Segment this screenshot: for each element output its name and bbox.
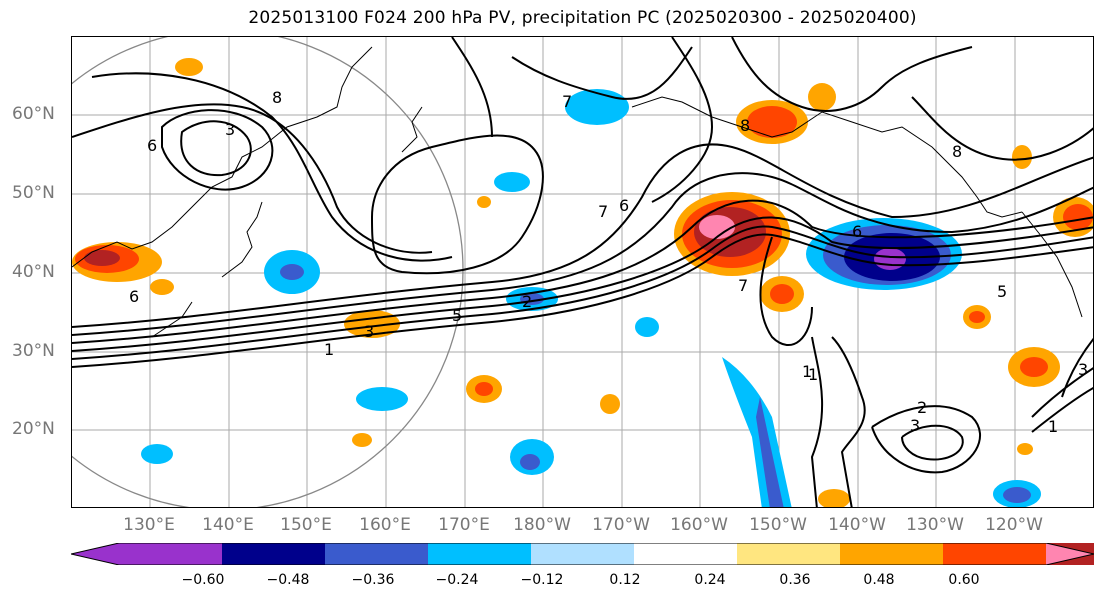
map-svg: 8 6 3 7 7 6 8 5 3 1 2 1 7 6 8 6 5 1 2 3 …	[72, 37, 1093, 507]
lon-label-170e: 170°E	[438, 515, 490, 535]
colorbar-tick: 0.24	[694, 572, 726, 588]
lon-label-150e: 150°E	[280, 515, 332, 535]
colorbar-segment	[1046, 543, 1094, 565]
lat-label-20n: 20°N	[12, 419, 55, 439]
coastlines	[72, 46, 1083, 338]
lat-label-40n: 40°N	[12, 262, 55, 282]
contour-label: 2	[917, 398, 927, 417]
contour-label: 6	[129, 287, 139, 306]
lat-label-50n: 50°N	[12, 183, 55, 203]
contour-label: 1	[802, 362, 812, 381]
lon-label-140w: 140°W	[828, 515, 886, 535]
contour-label: 3	[364, 322, 374, 341]
contour-label: 1	[324, 340, 334, 359]
pv-contours	[72, 37, 1093, 507]
map-panel: 8 6 3 7 7 6 8 5 3 1 2 1 7 6 8 6 5 1 2 3 …	[71, 36, 1094, 508]
lon-label-140e: 140°E	[202, 515, 254, 535]
colorbar-segment	[325, 543, 429, 565]
colorbar-segment	[943, 543, 1047, 565]
colorbar-tick: 0.60	[948, 572, 980, 588]
contour-label: 1	[1048, 417, 1058, 436]
lon-label-120w: 120°W	[985, 515, 1043, 535]
colorbar-segment	[71, 543, 222, 565]
lat-label-30n: 30°N	[12, 341, 55, 361]
colorbar-segment	[737, 543, 841, 565]
colorbar-tick: 0.36	[779, 572, 811, 588]
colorbar-segment	[428, 543, 532, 565]
contour-label: 5	[997, 282, 1007, 301]
contour-label: 3	[1078, 360, 1088, 379]
contour-label: 8	[740, 116, 750, 135]
lon-label-150w: 150°W	[749, 515, 807, 535]
contour-label: 6	[147, 136, 157, 155]
colorbar-tick: −0.36	[351, 572, 395, 588]
colorbar	[71, 543, 1094, 565]
lon-label-180w: 180°W	[513, 515, 571, 535]
contour-label: 8	[952, 142, 962, 161]
contour-label: 7	[738, 276, 748, 295]
colorbar-tick: −0.48	[266, 572, 310, 588]
lon-label-170w: 170°W	[592, 515, 650, 535]
colorbar-tick: 0.12	[609, 572, 641, 588]
contour-label: 7	[562, 92, 572, 111]
contour-label-group: 8 6 3 7 7 6 8 5 3 1 2 1 7 6 8 6 5 1 2 3 …	[129, 88, 1088, 436]
lon-label-160w: 160°W	[670, 515, 728, 535]
contour-label: 6	[852, 222, 862, 241]
lon-label-130w: 130°W	[906, 515, 964, 535]
colorbar-tick: −0.60	[181, 572, 225, 588]
lat-label-60n: 60°N	[12, 104, 55, 124]
colorbar-tick: 0.48	[863, 572, 895, 588]
contour-label: 5	[452, 306, 462, 325]
map-title: 2025013100 F024 200 hPa PV, precipitatio…	[248, 8, 917, 28]
contour-label: 1	[808, 365, 818, 384]
colorbar-tick: −0.24	[435, 572, 479, 588]
colorbar-segment	[531, 543, 635, 565]
contour-label: 3	[910, 416, 920, 435]
colorbar-segment	[634, 543, 738, 565]
colorbar-tick: −0.12	[520, 572, 564, 588]
colorbar-segment	[840, 543, 944, 565]
contour-label: 6	[619, 196, 629, 215]
contour-label: 3	[225, 120, 235, 139]
contour-label: 8	[272, 88, 282, 107]
contour-label: 7	[598, 202, 608, 221]
lon-label-130e: 130°E	[123, 515, 175, 535]
contour-label: 2	[522, 292, 532, 311]
colorbar-segment	[222, 543, 326, 565]
precip-anomaly-fills	[72, 58, 1093, 507]
lon-label-160e: 160°E	[359, 515, 411, 535]
